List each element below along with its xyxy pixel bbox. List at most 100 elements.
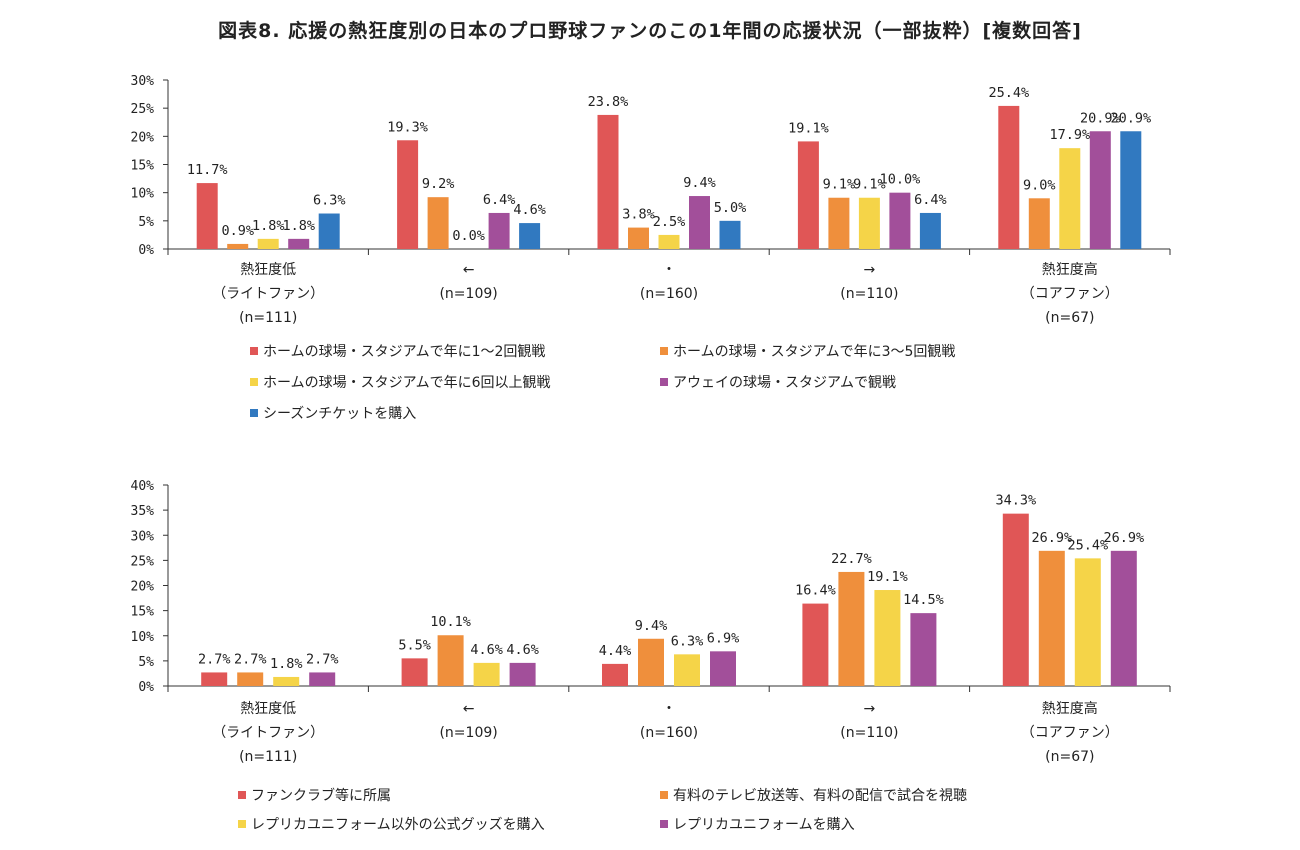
bar — [1059, 148, 1081, 249]
category-label: (n=111) — [239, 749, 297, 765]
data-label: 10.0% — [880, 172, 921, 188]
legend-swatch — [250, 347, 258, 355]
legend-swatch — [660, 791, 668, 799]
bar — [919, 212, 941, 249]
legend-swatch — [660, 820, 668, 828]
y-tick-label: 15% — [131, 605, 155, 620]
y-tick-label: 0% — [138, 680, 154, 695]
data-label: 5.0% — [714, 200, 747, 216]
bar — [1089, 131, 1111, 249]
category-label: (n=109) — [439, 725, 497, 741]
data-label: 17.9% — [1049, 127, 1090, 143]
bar — [828, 197, 850, 249]
bar — [1110, 550, 1137, 686]
category-label: （ライトファン） — [212, 725, 324, 741]
bar — [401, 658, 428, 686]
category-label: (n=111) — [239, 310, 297, 326]
y-tick-label: 5% — [138, 655, 154, 670]
data-label: 9.4% — [683, 175, 716, 191]
legend-swatch — [250, 378, 258, 386]
category-label: (n=160) — [640, 725, 698, 741]
category-label: (n=110) — [840, 286, 898, 302]
y-tick-label: 10% — [131, 630, 155, 645]
data-label: 6.3% — [313, 193, 346, 209]
y-tick-label: 30% — [131, 74, 155, 89]
bar — [628, 227, 649, 249]
y-tick-label: 25% — [131, 554, 155, 569]
data-label: 9.0% — [1023, 177, 1056, 193]
y-tick-label: 25% — [131, 102, 155, 117]
bar — [519, 223, 541, 249]
category-label: → — [864, 262, 876, 278]
bar — [689, 196, 710, 249]
data-label: 3.8% — [622, 207, 655, 223]
bar — [1038, 550, 1065, 686]
y-tick-label: 30% — [131, 529, 155, 544]
category-label: ← — [463, 262, 475, 278]
bar — [710, 651, 736, 686]
category-label: （ライトファン） — [212, 286, 324, 302]
data-label: 10.1% — [430, 614, 471, 630]
data-label: 9.2% — [422, 176, 455, 192]
data-label: 1.8% — [270, 656, 303, 672]
data-label: 14.5% — [903, 592, 944, 608]
category-label: 熱狂度高 — [1042, 261, 1098, 278]
data-label: 5.5% — [398, 637, 431, 653]
legend-label: レプリカユニフォームを購入 — [673, 817, 855, 833]
legend-swatch — [250, 409, 258, 417]
bar — [802, 603, 829, 686]
legend-label: アウェイの球場・スタジアムで観戦 — [673, 374, 896, 391]
bar — [201, 672, 228, 686]
y-tick-label: 20% — [131, 580, 155, 595]
bar — [1074, 558, 1101, 686]
data-label: 9.4% — [635, 618, 668, 634]
category-label: ・ — [662, 262, 676, 278]
bar — [674, 654, 700, 686]
bar — [638, 638, 664, 686]
bar — [998, 105, 1020, 249]
bar — [910, 613, 937, 686]
y-tick-label: 0% — [138, 243, 154, 258]
bar — [227, 243, 249, 249]
data-label: 22.7% — [831, 551, 872, 567]
data-label: 25.4% — [988, 85, 1029, 101]
bar — [838, 571, 865, 686]
category-label: （コアファン） — [1021, 286, 1119, 302]
bar — [597, 114, 619, 249]
bar — [288, 238, 310, 249]
data-label: 2.7% — [198, 651, 231, 667]
legend-label: ファンクラブ等に所属 — [251, 787, 391, 804]
data-label: 2.7% — [234, 651, 267, 667]
legend-label: ホームの球場・スタジアムで年に3〜5回観戦 — [673, 343, 955, 360]
data-label: 11.7% — [187, 162, 228, 178]
category-label: (n=109) — [439, 286, 497, 302]
data-label: 6.3% — [671, 633, 704, 649]
bar — [602, 663, 628, 686]
y-tick-label: 5% — [138, 215, 154, 230]
bar — [473, 662, 500, 686]
category-label: 熱狂度低 — [240, 701, 296, 717]
legend-label: シーズンチケットを購入 — [263, 406, 416, 422]
bar — [309, 672, 336, 686]
bar — [237, 672, 264, 686]
y-tick-label: 15% — [131, 159, 155, 174]
data-label: 26.9% — [1103, 530, 1144, 546]
data-label: 2.7% — [306, 651, 339, 667]
bar — [1028, 198, 1050, 249]
category-label: ・ — [662, 701, 676, 717]
data-label: 1.8% — [282, 218, 315, 234]
chart-title: 図表8. 応援の熱狂度別の日本のプロ野球ファンのこの1年間の応援状況（一部抜粋）… — [218, 20, 1082, 42]
category-label: (n=67) — [1045, 310, 1094, 326]
y-tick-label: 10% — [131, 187, 155, 202]
bar — [1002, 513, 1029, 686]
category-label: (n=160) — [640, 286, 698, 302]
category-label: (n=67) — [1045, 749, 1094, 765]
data-label: 1.8% — [252, 218, 285, 234]
category-label: 熱狂度高 — [1042, 700, 1098, 717]
bar — [1120, 131, 1142, 249]
data-label: 9.1% — [853, 177, 886, 193]
data-label: 25.4% — [1067, 537, 1108, 553]
bar — [437, 635, 464, 686]
data-label: 4.6% — [470, 642, 503, 658]
